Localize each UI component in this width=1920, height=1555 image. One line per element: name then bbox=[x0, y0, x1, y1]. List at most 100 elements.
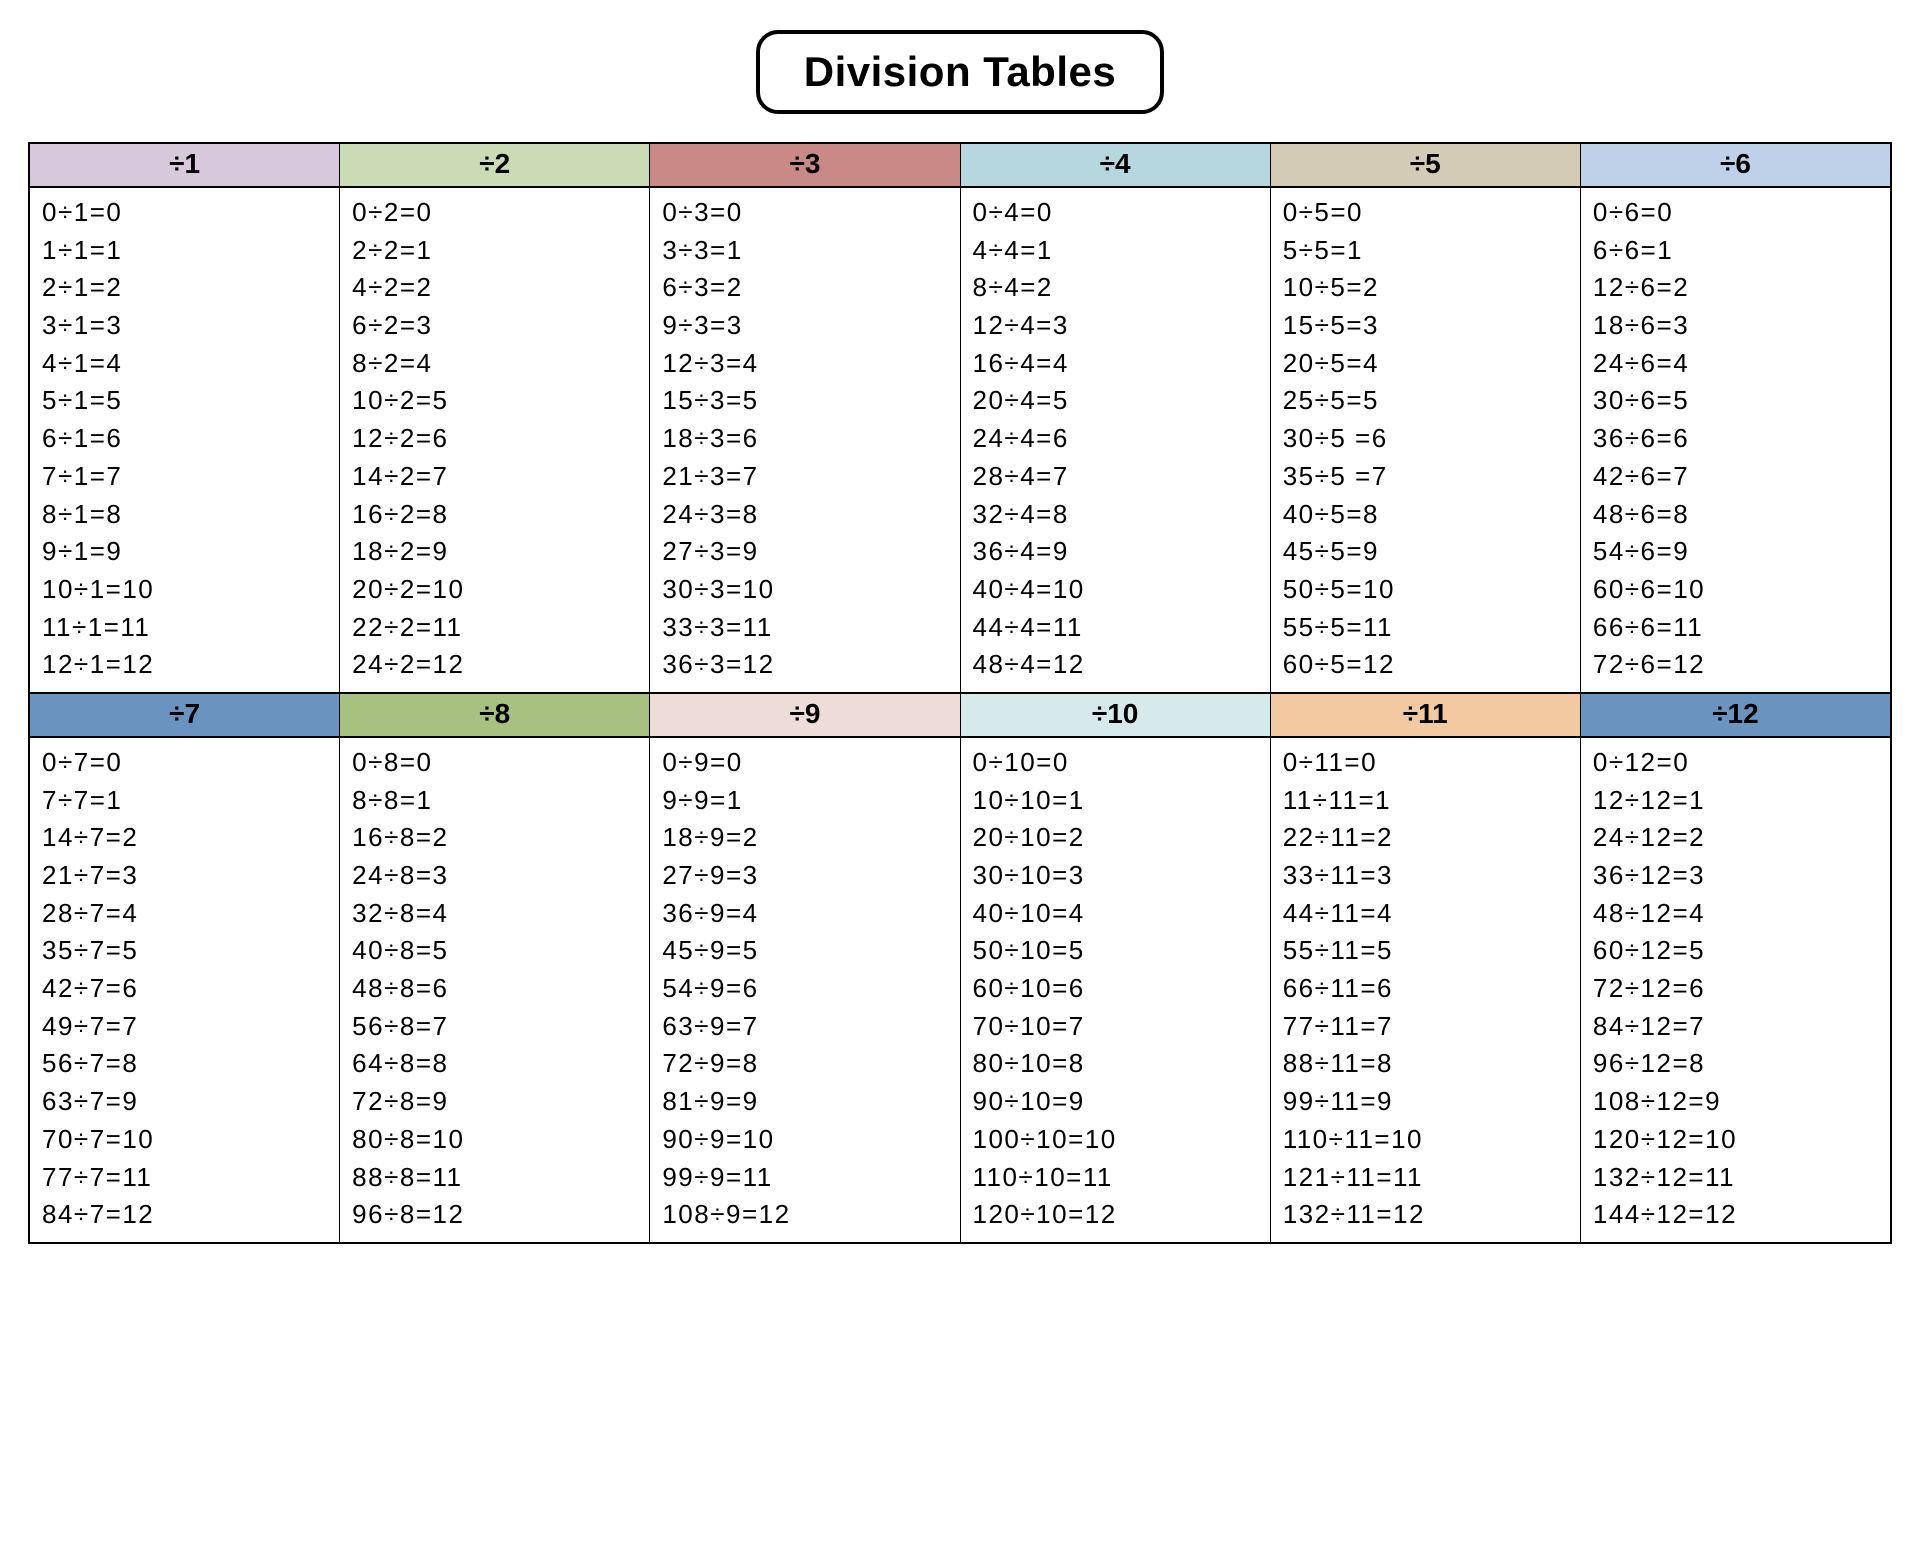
equation: 40÷5=8 bbox=[1283, 496, 1570, 534]
equation: 72÷8=9 bbox=[352, 1083, 639, 1121]
table-column: ÷4 bbox=[960, 142, 1270, 188]
equation: 7÷1=7 bbox=[42, 458, 329, 496]
equation: 8÷8=1 bbox=[352, 782, 639, 820]
equation: 63÷9=7 bbox=[662, 1008, 949, 1046]
equation: 77÷11=7 bbox=[1283, 1008, 1570, 1046]
equation: 0÷10=0 bbox=[973, 744, 1260, 782]
equation: 2÷2=1 bbox=[352, 232, 639, 270]
equation: 110÷11=10 bbox=[1283, 1121, 1570, 1159]
equation: 9÷9=1 bbox=[662, 782, 949, 820]
column-cells: 0÷5=05÷5=110÷5=215÷5=320÷5=425÷5=530÷5 =… bbox=[1271, 188, 1580, 692]
equation: 20÷5=4 bbox=[1283, 345, 1570, 383]
equation: 11÷1=11 bbox=[42, 609, 329, 647]
equation: 0÷7=0 bbox=[42, 744, 329, 782]
equation: 54÷9=6 bbox=[662, 970, 949, 1008]
equation: 100÷10=10 bbox=[973, 1121, 1260, 1159]
table-column: 0÷3=03÷3=16÷3=29÷3=312÷3=415÷3=518÷3=621… bbox=[649, 188, 959, 692]
equation: 16÷2=8 bbox=[352, 496, 639, 534]
equation: 18÷2=9 bbox=[352, 533, 639, 571]
equation: 120÷12=10 bbox=[1593, 1121, 1880, 1159]
equation: 60÷10=6 bbox=[973, 970, 1260, 1008]
equation: 80÷10=8 bbox=[973, 1045, 1260, 1083]
equation: 5÷1=5 bbox=[42, 382, 329, 420]
equation: 21÷3=7 bbox=[662, 458, 949, 496]
equation: 24÷12=2 bbox=[1593, 819, 1880, 857]
equation: 84÷7=12 bbox=[42, 1196, 329, 1234]
equation: 30÷3=10 bbox=[662, 571, 949, 609]
body-row: 0÷7=07÷7=114÷7=221÷7=328÷7=435÷7=542÷7=6… bbox=[30, 738, 1890, 1242]
equation: 24÷3=8 bbox=[662, 496, 949, 534]
equation: 0÷11=0 bbox=[1283, 744, 1570, 782]
equation: 108÷9=12 bbox=[662, 1196, 949, 1234]
equation: 32÷8=4 bbox=[352, 895, 639, 933]
column-header: ÷8 bbox=[340, 692, 649, 738]
column-header: ÷9 bbox=[650, 692, 959, 738]
equation: 9÷1=9 bbox=[42, 533, 329, 571]
equation: 144÷12=12 bbox=[1593, 1196, 1880, 1234]
table-column: 0÷12=012÷12=124÷12=236÷12=348÷12=460÷12=… bbox=[1580, 738, 1890, 1242]
table-column: ÷1 bbox=[30, 142, 339, 188]
table-column: ÷2 bbox=[339, 142, 649, 188]
equation: 3÷3=1 bbox=[662, 232, 949, 270]
equation: 66÷11=6 bbox=[1283, 970, 1570, 1008]
equation: 99÷9=11 bbox=[662, 1159, 949, 1197]
table-column: ÷5 bbox=[1270, 142, 1580, 188]
equation: 40÷10=4 bbox=[973, 895, 1260, 933]
equation: 121÷11=11 bbox=[1283, 1159, 1570, 1197]
equation: 132÷11=12 bbox=[1283, 1196, 1570, 1234]
table-column: 0÷1=01÷1=12÷1=23÷1=34÷1=45÷1=56÷1=67÷1=7… bbox=[30, 188, 339, 692]
equation: 84÷12=7 bbox=[1593, 1008, 1880, 1046]
column-header: ÷3 bbox=[650, 142, 959, 188]
equation: 22÷11=2 bbox=[1283, 819, 1570, 857]
equation: 24÷6=4 bbox=[1593, 345, 1880, 383]
equation: 63÷7=9 bbox=[42, 1083, 329, 1121]
equation: 0÷6=0 bbox=[1593, 194, 1880, 232]
equation: 36÷9=4 bbox=[662, 895, 949, 933]
equation: 49÷7=7 bbox=[42, 1008, 329, 1046]
equation: 36÷12=3 bbox=[1593, 857, 1880, 895]
equation: 36÷3=12 bbox=[662, 646, 949, 684]
equation: 96÷8=12 bbox=[352, 1196, 639, 1234]
column-cells: 0÷3=03÷3=16÷3=29÷3=312÷3=415÷3=518÷3=621… bbox=[650, 188, 959, 692]
equation: 8÷1=8 bbox=[42, 496, 329, 534]
equation: 24÷8=3 bbox=[352, 857, 639, 895]
equation: 30÷10=3 bbox=[973, 857, 1260, 895]
title-container: Division Tables bbox=[28, 30, 1892, 114]
equation: 55÷11=5 bbox=[1283, 932, 1570, 970]
table-column: ÷11 bbox=[1270, 692, 1580, 738]
equation: 27÷3=9 bbox=[662, 533, 949, 571]
equation: 48÷12=4 bbox=[1593, 895, 1880, 933]
equation: 18÷6=3 bbox=[1593, 307, 1880, 345]
equation: 0÷3=0 bbox=[662, 194, 949, 232]
equation: 40÷4=10 bbox=[973, 571, 1260, 609]
table-column: 0÷8=08÷8=116÷8=224÷8=332÷8=440÷8=548÷8=6… bbox=[339, 738, 649, 1242]
body-row: 0÷1=01÷1=12÷1=23÷1=34÷1=45÷1=56÷1=67÷1=7… bbox=[30, 188, 1890, 692]
equation: 0÷2=0 bbox=[352, 194, 639, 232]
table-column: 0÷6=06÷6=112÷6=218÷6=324÷6=430÷6=536÷6=6… bbox=[1580, 188, 1890, 692]
table-column: 0÷10=010÷10=120÷10=230÷10=340÷10=450÷10=… bbox=[960, 738, 1270, 1242]
equation: 28÷7=4 bbox=[42, 895, 329, 933]
equation: 10÷1=10 bbox=[42, 571, 329, 609]
equation: 50÷10=5 bbox=[973, 932, 1260, 970]
equation: 12÷1=12 bbox=[42, 646, 329, 684]
equation: 0÷9=0 bbox=[662, 744, 949, 782]
column-header: ÷7 bbox=[30, 692, 339, 738]
equation: 22÷2=11 bbox=[352, 609, 639, 647]
column-header: ÷6 bbox=[1581, 142, 1890, 188]
equation: 4÷2=2 bbox=[352, 269, 639, 307]
equation: 81÷9=9 bbox=[662, 1083, 949, 1121]
equation: 72÷6=12 bbox=[1593, 646, 1880, 684]
equation: 45÷5=9 bbox=[1283, 533, 1570, 571]
equation: 2÷1=2 bbox=[42, 269, 329, 307]
equation: 6÷6=1 bbox=[1593, 232, 1880, 270]
column-header: ÷11 bbox=[1271, 692, 1580, 738]
table-column: 0÷9=09÷9=118÷9=227÷9=336÷9=445÷9=554÷9=6… bbox=[649, 738, 959, 1242]
equation: 11÷11=1 bbox=[1283, 782, 1570, 820]
equation: 72÷9=8 bbox=[662, 1045, 949, 1083]
equation: 4÷1=4 bbox=[42, 345, 329, 383]
equation: 12÷2=6 bbox=[352, 420, 639, 458]
equation: 9÷3=3 bbox=[662, 307, 949, 345]
column-cells: 0÷10=010÷10=120÷10=230÷10=340÷10=450÷10=… bbox=[961, 738, 1270, 1242]
equation: 108÷12=9 bbox=[1593, 1083, 1880, 1121]
equation: 90÷9=10 bbox=[662, 1121, 949, 1159]
